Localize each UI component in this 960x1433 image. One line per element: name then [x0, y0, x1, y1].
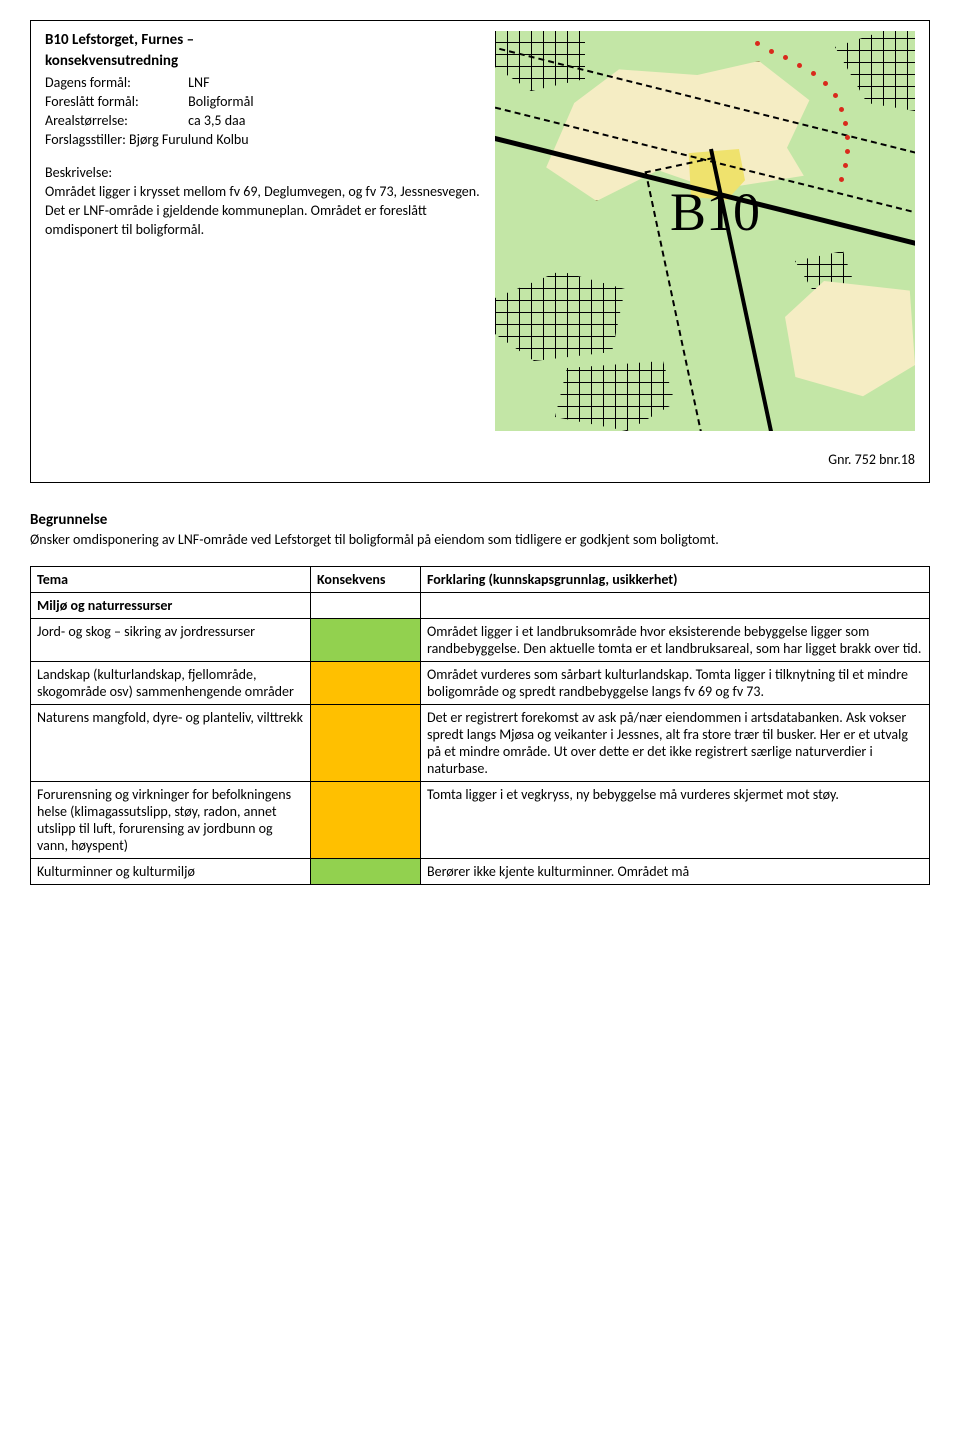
table-header-forklaring: Forklaring (kunnskapsgrunnlag, usikkerhe… — [421, 566, 930, 592]
map-hatch-area — [555, 361, 675, 431]
table-header-konsekvens: Konsekvens — [311, 566, 421, 592]
meta-row: Foreslått formål: Boligformål — [45, 93, 481, 110]
map-image: B10 — [495, 31, 915, 431]
meta-label: Dagens formål: — [45, 74, 185, 91]
table-cell-forklaring: Området vurderes som sårbart kulturlands… — [421, 661, 930, 704]
table-cell-konsekvens — [311, 858, 421, 884]
meta-forslagsstiller: Forslagsstiller: Bjørg Furulund Kolbu — [45, 131, 481, 148]
map-label-b10: B10 — [670, 181, 760, 243]
table-subheader: Miljø og naturressurser — [31, 592, 311, 618]
meta-value: ca 3,5 daa — [188, 112, 245, 129]
table-cell-empty — [311, 592, 421, 618]
table-cell-forklaring: Berører ikke kjente kulturminner. Område… — [421, 858, 930, 884]
header-box: B10 Lefstorget, Furnes – konsekvensutred… — [30, 20, 930, 483]
page-title-line2: konsekvensutredning — [45, 52, 481, 70]
table-header-row: Tema Konsekvens Forklaring (kunnskapsgru… — [31, 566, 930, 592]
beskrivelse-heading: Beskrivelse: — [45, 164, 481, 181]
table-row: Jord- og skog – sikring av jordressurser… — [31, 618, 930, 661]
table-subheader-row: Miljø og naturressurser — [31, 592, 930, 618]
table-cell-tema: Kulturminner og kulturmiljø — [31, 858, 311, 884]
table-cell-tema: Landskap (kulturlandskap, fjellområde, s… — [31, 661, 311, 704]
left-column: B10 Lefstorget, Furnes – konsekvensutred… — [45, 31, 481, 431]
table-cell-forklaring: Området ligger i et landbruksområde hvor… — [421, 618, 930, 661]
meta-value: Boligformål — [188, 93, 253, 110]
begrunnelse-text: Ønsker omdisponering av LNF-område ved L… — [30, 531, 930, 550]
table-cell-konsekvens — [311, 704, 421, 781]
meta-row: Dagens formål: LNF — [45, 74, 481, 91]
table-cell-forklaring: Tomta ligger i et vegkryss, ny bebyggels… — [421, 781, 930, 858]
meta-label: Foreslått formål: — [45, 93, 185, 110]
top-row: B10 Lefstorget, Furnes – konsekvensutred… — [45, 31, 915, 431]
table-cell-konsekvens — [311, 618, 421, 661]
table-cell-forklaring: Det er registrert forekomst av ask på/næ… — [421, 704, 930, 781]
konsekvens-table: Tema Konsekvens Forklaring (kunnskapsgru… — [30, 566, 930, 885]
map-parcel-area — [785, 281, 915, 401]
table-cell-tema: Forurensning og virkninger for befolknin… — [31, 781, 311, 858]
map-red-dot-path — [755, 41, 915, 201]
gnr-bnr-label: Gnr. 752 bnr.18 — [45, 451, 915, 468]
table-row: Landskap (kulturlandskap, fjellområde, s… — [31, 661, 930, 704]
meta-label: Arealstørrelse: — [45, 112, 185, 129]
table-cell-konsekvens — [311, 781, 421, 858]
beskrivelse-text: Området ligger i krysset mellom fv 69, D… — [45, 183, 481, 240]
table-cell-tema: Jord- og skog – sikring av jordressurser — [31, 618, 311, 661]
table-row: Naturens mangfold, dyre- og planteliv, v… — [31, 704, 930, 781]
meta-block: Dagens formål: LNF Foreslått formål: Bol… — [45, 74, 481, 148]
right-column: B10 — [495, 31, 915, 431]
table-cell-empty — [421, 592, 930, 618]
meta-value: LNF — [188, 74, 209, 91]
table-row: Kulturminner og kulturmiljø Berører ikke… — [31, 858, 930, 884]
table-cell-konsekvens — [311, 661, 421, 704]
table-cell-tema: Naturens mangfold, dyre- og planteliv, v… — [31, 704, 311, 781]
page-title-line1: B10 Lefstorget, Furnes – — [45, 31, 481, 49]
meta-row: Arealstørrelse: ca 3,5 daa — [45, 112, 481, 129]
table-header-tema: Tema — [31, 566, 311, 592]
map-hatch-area — [495, 271, 625, 361]
table-row: Forurensning og virkninger for befolknin… — [31, 781, 930, 858]
begrunnelse-heading: Begrunnelse — [30, 511, 930, 529]
